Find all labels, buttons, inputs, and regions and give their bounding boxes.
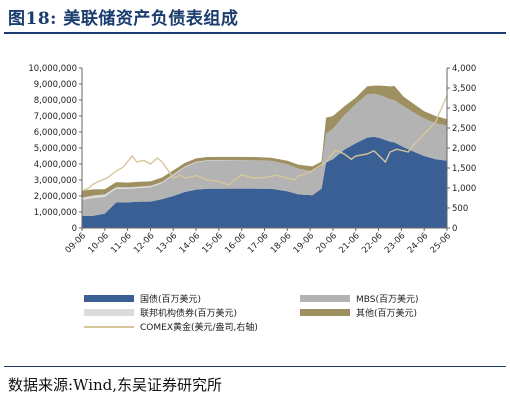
y-tick-left-label: 9,000,000 bbox=[34, 80, 77, 90]
x-tick-label: 19-06 bbox=[292, 231, 317, 256]
legend-swatch-mbs bbox=[300, 295, 350, 302]
legend-item-gold: COMEX黄金(美元/盎司,右轴) bbox=[84, 320, 258, 333]
legend-label-agency: 联邦机构债券(百万美元) bbox=[140, 309, 238, 319]
legend-label-mbs: MBS(百万美元) bbox=[356, 295, 419, 305]
legend-item-other: 其他(百万美元) bbox=[300, 306, 417, 319]
y-tick-right-label: 3,000 bbox=[452, 104, 476, 114]
y-tick-left-label: 7,000,000 bbox=[34, 112, 77, 122]
legend-item-treasuries: 国债(百万美元) bbox=[84, 292, 201, 305]
y-tick-left-label: 3,000,000 bbox=[34, 176, 77, 186]
legend-swatch-agency bbox=[84, 309, 134, 316]
x-tick-label: 18-06 bbox=[269, 231, 294, 256]
y-tick-right-label: 0 bbox=[452, 224, 457, 234]
figure-title: 图18: 美联储资产负债表组成 bbox=[8, 9, 239, 29]
y-tick-right-label: 2,500 bbox=[452, 124, 476, 134]
legend-item-mbs: MBS(百万美元) bbox=[300, 292, 419, 305]
x-tick-label: 22-06 bbox=[360, 231, 385, 256]
legend-swatch-treasuries bbox=[84, 295, 134, 302]
y-tick-right-label: 3,500 bbox=[452, 84, 476, 94]
y-tick-right-label: 1,000 bbox=[452, 184, 476, 194]
y-tick-right-label: 4,000 bbox=[452, 64, 476, 74]
x-tick-label: 15-06 bbox=[200, 231, 225, 256]
area-series-other bbox=[82, 85, 447, 198]
x-tick-label: 23-06 bbox=[383, 231, 408, 256]
area-series-mbs bbox=[82, 93, 447, 216]
line-series-gold bbox=[81, 95, 448, 192]
source-rule bbox=[4, 366, 506, 367]
legend-label-treasuries: 国债(百万美元) bbox=[140, 295, 202, 305]
y-tick-left-label: 8,000,000 bbox=[34, 96, 77, 106]
x-tick-label: 21-06 bbox=[337, 231, 362, 256]
title-rule bbox=[4, 32, 506, 34]
y-tick-left-label: 6,000,000 bbox=[34, 128, 77, 138]
y-tick-left-label: 0 bbox=[72, 224, 77, 234]
legend-label-gold: COMEX黄金(美元/盎司,右轴) bbox=[140, 323, 258, 333]
x-tick-label: 17-06 bbox=[246, 231, 271, 256]
x-tick-label: 24-06 bbox=[406, 231, 431, 256]
y-tick-left-label: 2,000,000 bbox=[34, 192, 77, 202]
source-note: 数据来源:Wind,东吴证券研究所 bbox=[8, 376, 223, 394]
x-tick-label: 13-06 bbox=[155, 231, 180, 256]
x-tick-label: 12-06 bbox=[132, 231, 157, 256]
area-series-treasuries bbox=[82, 136, 447, 228]
x-tick-label: 10-06 bbox=[86, 231, 111, 256]
legend-swatch-gold bbox=[84, 325, 134, 328]
legend-swatch-other bbox=[300, 309, 350, 316]
y-tick-right-label: 2,000 bbox=[452, 144, 476, 154]
x-tick-label: 09-06 bbox=[64, 231, 89, 256]
x-tick-label: 14-06 bbox=[178, 231, 203, 256]
y-tick-right-label: 500 bbox=[452, 204, 468, 214]
y-tick-right-label: 1,500 bbox=[452, 164, 476, 174]
legend-item-agency: 联邦机构债券(百万美元) bbox=[84, 306, 237, 319]
y-tick-left-label: 1,000,000 bbox=[34, 208, 77, 218]
y-tick-left-label: 5,000,000 bbox=[34, 144, 77, 154]
x-tick-label: 20-06 bbox=[315, 231, 340, 256]
legend-label-other: 其他(百万美元) bbox=[356, 309, 418, 319]
x-tick-label: 16-06 bbox=[223, 231, 248, 256]
y-tick-left-label: 10,000,000 bbox=[28, 64, 77, 74]
x-tick-label: 11-06 bbox=[109, 231, 134, 256]
y-tick-left-label: 4,000,000 bbox=[34, 160, 77, 170]
x-tick-label: 25-06 bbox=[429, 231, 454, 256]
